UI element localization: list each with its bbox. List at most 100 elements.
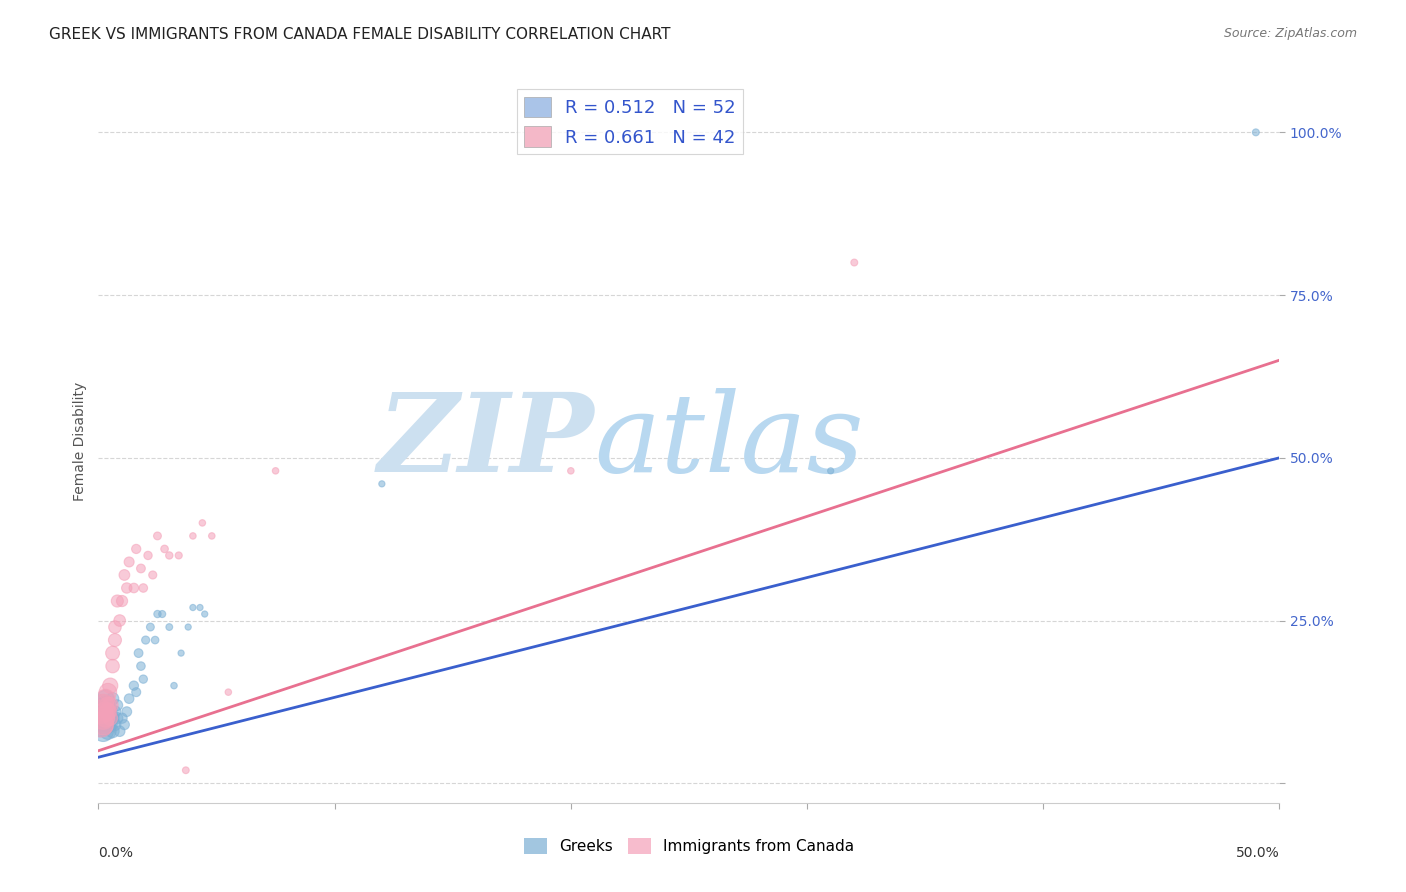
Point bbox=[844, 255, 866, 269]
Y-axis label: Female Disability: Female Disability bbox=[73, 382, 87, 501]
Text: Source: ZipAtlas.com: Source: ZipAtlas.com bbox=[1223, 27, 1357, 40]
Point bbox=[104, 633, 127, 648]
Point bbox=[264, 464, 287, 478]
Point bbox=[91, 698, 114, 713]
Point bbox=[153, 541, 176, 556]
Point bbox=[129, 659, 152, 673]
Point bbox=[98, 705, 121, 719]
Point bbox=[112, 568, 135, 582]
Point bbox=[90, 705, 112, 719]
Point bbox=[111, 711, 134, 725]
Point bbox=[177, 620, 200, 634]
Point bbox=[129, 561, 152, 575]
Point bbox=[1244, 125, 1267, 139]
Legend: R = 0.512   N = 52, R = 0.661   N = 42: R = 0.512 N = 52, R = 0.661 N = 42 bbox=[516, 89, 744, 154]
Point bbox=[118, 691, 141, 706]
Point bbox=[97, 724, 120, 739]
Point bbox=[118, 555, 141, 569]
Point bbox=[188, 600, 211, 615]
Point bbox=[146, 529, 169, 543]
Point bbox=[167, 549, 190, 563]
Point bbox=[101, 724, 124, 739]
Point bbox=[170, 646, 193, 660]
Point bbox=[104, 620, 127, 634]
Point bbox=[94, 705, 117, 719]
Text: atlas: atlas bbox=[595, 388, 865, 495]
Point bbox=[142, 568, 165, 582]
Point bbox=[181, 600, 204, 615]
Point bbox=[157, 549, 180, 563]
Point bbox=[194, 607, 217, 621]
Point bbox=[90, 717, 112, 731]
Point bbox=[94, 691, 117, 706]
Point bbox=[98, 717, 121, 731]
Text: GREEK VS IMMIGRANTS FROM CANADA FEMALE DISABILITY CORRELATION CHART: GREEK VS IMMIGRANTS FROM CANADA FEMALE D… bbox=[49, 27, 671, 42]
Point bbox=[163, 679, 186, 693]
Point bbox=[91, 724, 114, 739]
Point bbox=[101, 691, 124, 706]
Point bbox=[94, 711, 117, 725]
Point bbox=[97, 711, 120, 725]
Point bbox=[98, 711, 121, 725]
Point bbox=[122, 679, 145, 693]
Point bbox=[90, 711, 112, 725]
Point bbox=[104, 717, 127, 731]
Point bbox=[217, 685, 239, 699]
Point bbox=[104, 705, 127, 719]
Point bbox=[97, 698, 120, 713]
Point bbox=[108, 724, 131, 739]
Point bbox=[108, 614, 131, 628]
Point bbox=[90, 705, 112, 719]
Point bbox=[136, 549, 159, 563]
Point bbox=[132, 581, 155, 595]
Point bbox=[191, 516, 214, 530]
Point bbox=[174, 764, 197, 778]
Point bbox=[132, 672, 155, 686]
Point bbox=[135, 633, 157, 648]
Point bbox=[91, 711, 114, 725]
Point bbox=[128, 646, 150, 660]
Point bbox=[91, 717, 114, 731]
Point bbox=[90, 717, 112, 731]
Point bbox=[111, 594, 134, 608]
Point bbox=[97, 717, 120, 731]
Point bbox=[94, 711, 117, 725]
Point bbox=[150, 607, 173, 621]
Point bbox=[201, 529, 224, 543]
Point bbox=[94, 698, 117, 713]
Point bbox=[97, 698, 120, 713]
Point bbox=[105, 698, 128, 713]
Point bbox=[157, 620, 180, 634]
Text: 0.0%: 0.0% bbox=[98, 847, 134, 860]
Point bbox=[820, 464, 842, 478]
Point bbox=[115, 705, 138, 719]
Point bbox=[94, 691, 117, 706]
Point bbox=[98, 698, 121, 713]
Point bbox=[97, 685, 120, 699]
Point bbox=[560, 464, 582, 478]
Point bbox=[91, 705, 114, 719]
Point bbox=[125, 685, 148, 699]
Point bbox=[97, 705, 120, 719]
Point bbox=[98, 711, 121, 725]
Point bbox=[125, 541, 148, 556]
Text: 50.0%: 50.0% bbox=[1236, 847, 1279, 860]
Point bbox=[94, 717, 117, 731]
Point bbox=[94, 705, 117, 719]
Point bbox=[98, 679, 121, 693]
Point bbox=[91, 698, 114, 713]
Point bbox=[101, 659, 124, 673]
Point bbox=[112, 717, 135, 731]
Point bbox=[101, 711, 124, 725]
Point bbox=[143, 633, 166, 648]
Point bbox=[101, 646, 124, 660]
Point bbox=[115, 581, 138, 595]
Text: ZIP: ZIP bbox=[378, 388, 595, 495]
Point bbox=[91, 711, 114, 725]
Point bbox=[105, 594, 128, 608]
Point bbox=[371, 476, 394, 491]
Point bbox=[181, 529, 204, 543]
Point bbox=[146, 607, 169, 621]
Point bbox=[97, 705, 120, 719]
Point bbox=[122, 581, 145, 595]
